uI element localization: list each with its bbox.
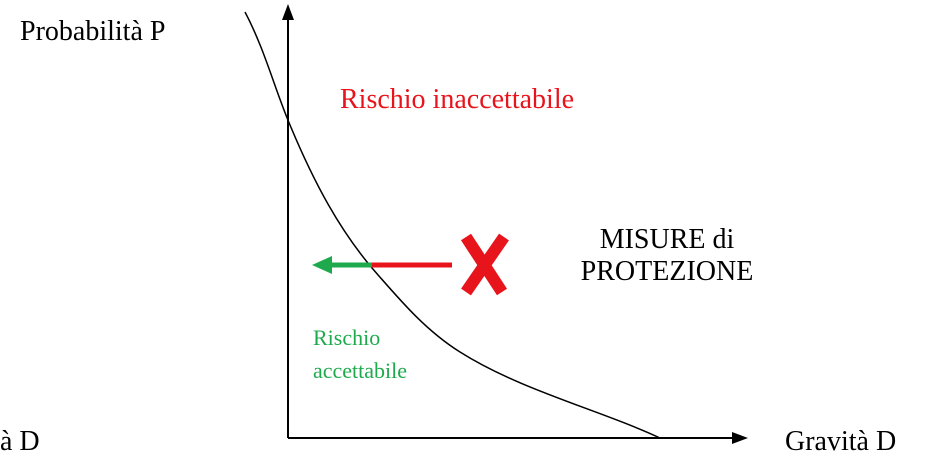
x-axis-arrow — [732, 432, 748, 444]
measure-label: MISURE di — [600, 224, 735, 255]
acceptable-label: Rischio — [313, 325, 380, 350]
x-axis-label: Gravità D — [785, 426, 896, 457]
green-arrow-head — [312, 256, 332, 274]
unacceptable-label: Rischio inaccettabile — [340, 84, 574, 115]
y-axis-label: Probabilità P — [20, 16, 165, 47]
x-axis-label-clipped: à D — [0, 426, 40, 457]
red-cross — [460, 233, 509, 296]
measure-label: PROTEZIONE — [581, 256, 754, 287]
y-axis-arrow — [282, 4, 294, 20]
acceptable-label: accettabile — [313, 358, 407, 383]
cross-stroke — [461, 233, 509, 296]
risk-curve — [244, 11, 661, 439]
